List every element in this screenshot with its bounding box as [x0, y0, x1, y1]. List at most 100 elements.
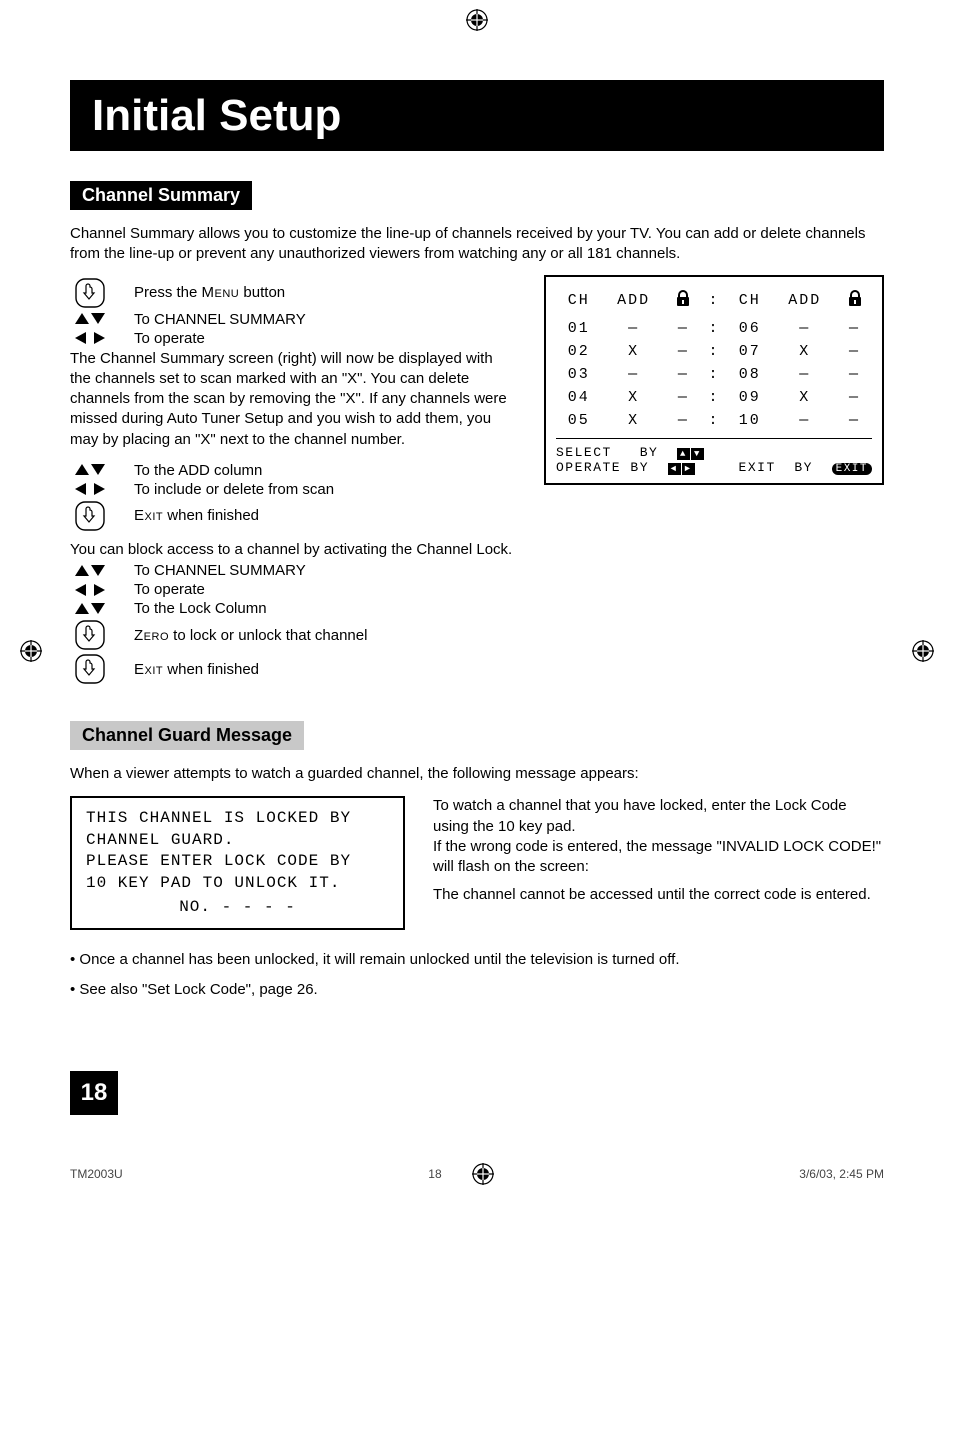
guard-line-2: CHANNEL GUARD.	[86, 830, 389, 852]
osd-cell: —	[666, 317, 701, 340]
osd-col-ch-1: CH	[556, 287, 601, 317]
page-body: Initial Setup Channel Summary Channel Su…	[0, 40, 954, 1145]
registration-mark-right	[912, 640, 934, 662]
osd-cell: —	[837, 317, 872, 340]
osd-footer: SELECT BY ▲▼ OPERATE BY ◄►	[556, 438, 872, 475]
channel-guard-intro: When a viewer attempts to watch a guarde…	[70, 764, 884, 784]
lock-icon	[675, 290, 691, 306]
osd-col-lock-1	[666, 287, 701, 317]
instruction-press-menu: Press the Menu button	[134, 284, 514, 301]
osd-cell: 08	[727, 363, 772, 386]
osd-cell: 03	[556, 363, 601, 386]
osd-cell: —	[837, 363, 872, 386]
osd-cell: X	[601, 409, 666, 432]
registration-target-icon	[472, 1163, 494, 1185]
guard-code-entry: NO. - - - -	[86, 897, 389, 919]
channel-summary-osd: CH ADD : CH ADD 01——:06——02X—:07X—03——:0…	[544, 275, 884, 485]
osd-row: 02X—:07X—	[556, 340, 872, 363]
instruction-include-delete: To include or delete from scan	[134, 481, 514, 498]
osd-cell: 02	[556, 340, 601, 363]
press-hand-icon	[74, 619, 106, 651]
osd-cell: :	[701, 340, 727, 363]
left-right-arrows-icon	[74, 482, 106, 496]
osd-exit-by: BY	[794, 460, 813, 475]
channel-summary-intro: Channel Summary allows you to customize …	[70, 224, 884, 265]
osd-cell: X	[601, 340, 666, 363]
osd-col-add-1: ADD	[601, 287, 666, 317]
up-down-arrows-icon	[74, 312, 106, 326]
osd-cell: 01	[556, 317, 601, 340]
up-down-arrows-icon	[74, 463, 106, 477]
section-channel-summary-label: Channel Summary	[70, 181, 252, 210]
osd-cell: X	[772, 340, 837, 363]
osd-row: 01——:06——	[556, 317, 872, 340]
instruction-to-channel-summary-2: To CHANNEL SUMMARY	[134, 562, 884, 579]
guard-line-3: PLEASE ENTER LOCK CODE BY	[86, 851, 389, 873]
osd-cell: —	[837, 386, 872, 409]
guard-explain-3: The channel cannot be accessed until the…	[433, 885, 884, 905]
note-see-also: • See also "Set Lock Code", page 26.	[70, 980, 884, 1000]
channel-guard-osd: THIS CHANNEL IS LOCKED BY CHANNEL GUARD.…	[70, 796, 405, 930]
section-channel-guard-label: Channel Guard Message	[70, 721, 304, 750]
instruction-to-add-column: To the ADD column	[134, 462, 514, 479]
instruction-to-lock-column: To the Lock Column	[134, 600, 884, 617]
osd-cell: X	[601, 386, 666, 409]
instruction-to-operate: To operate	[134, 330, 514, 347]
osd-select-label: SELECT	[556, 445, 612, 460]
guard-line-1: THIS CHANNEL IS LOCKED BY	[86, 808, 389, 830]
osd-cell: :	[701, 409, 727, 432]
press-hand-icon	[74, 653, 106, 685]
press-hand-icon	[74, 277, 106, 309]
osd-cell: —	[772, 409, 837, 432]
page-number-badge: 18	[70, 1071, 118, 1115]
instruction-to-operate-2: To operate	[134, 581, 884, 598]
osd-select-by: BY	[640, 445, 659, 460]
osd-cell: X	[772, 386, 837, 409]
registration-target-icon	[466, 9, 488, 31]
instruction-exit-finished-2: Exit when finished	[134, 661, 884, 678]
osd-cell: 09	[727, 386, 772, 409]
up-down-arrows-icon	[74, 564, 106, 578]
registration-mark-left	[20, 640, 42, 662]
instruction-exit-finished-1: Exit when finished	[134, 507, 514, 524]
page-title: Initial Setup	[70, 80, 884, 151]
footer-doc-id: TM2003U	[70, 1167, 123, 1181]
registration-mark-top	[0, 0, 954, 40]
osd-exit-label: EXIT	[739, 460, 776, 475]
guard-explain-1: To watch a channel that you have locked,…	[433, 796, 884, 837]
osd-col-ch-2: CH	[727, 287, 772, 317]
osd-cell: —	[666, 363, 701, 386]
footer-timestamp: 3/6/03, 2:45 PM	[799, 1167, 884, 1181]
guard-explain-2: If the wrong code is entered, the messag…	[433, 837, 884, 878]
channel-lock-intro: You can block access to a channel by act…	[70, 540, 884, 560]
osd-operate-label: OPERATE BY	[556, 460, 649, 475]
instructions-left-column: Press the Menu button To CHANNEL SUMMARY	[70, 275, 514, 534]
instruction-zero-lock: Zero to lock or unlock that channel	[134, 627, 884, 644]
osd-cell: 07	[727, 340, 772, 363]
osd-cell: —	[837, 409, 872, 432]
exit-badge-icon: EXIT	[832, 463, 872, 475]
note-unlocked: • Once a channel has been unlocked, it w…	[70, 950, 884, 970]
left-right-badge-icon: ◄►	[668, 463, 695, 475]
osd-cell: —	[666, 340, 701, 363]
osd-cell: —	[666, 386, 701, 409]
lock-icon	[847, 290, 863, 306]
up-down-badge-icon: ▲▼	[677, 448, 704, 460]
osd-cell: —	[772, 317, 837, 340]
osd-col-add-2: ADD	[772, 287, 837, 317]
channel-guard-explanation: To watch a channel that you have locked,…	[433, 796, 884, 905]
osd-row: 03——:08——	[556, 363, 872, 386]
osd-cell: 04	[556, 386, 601, 409]
osd-cell: —	[837, 340, 872, 363]
osd-col-lock-2	[837, 287, 872, 317]
channel-summary-table: CH ADD : CH ADD 01——:06——02X—:07X—03——:0…	[556, 287, 872, 432]
osd-cell: 05	[556, 409, 601, 432]
osd-row: 05X—:10——	[556, 409, 872, 432]
osd-cell: :	[701, 363, 727, 386]
channel-summary-description: The Channel Summary screen (right) will …	[70, 349, 514, 450]
osd-cell: —	[772, 363, 837, 386]
instruction-to-channel-summary: To CHANNEL SUMMARY	[134, 311, 514, 328]
osd-cell: :	[701, 317, 727, 340]
press-hand-icon	[74, 500, 106, 532]
osd-cell: 06	[727, 317, 772, 340]
